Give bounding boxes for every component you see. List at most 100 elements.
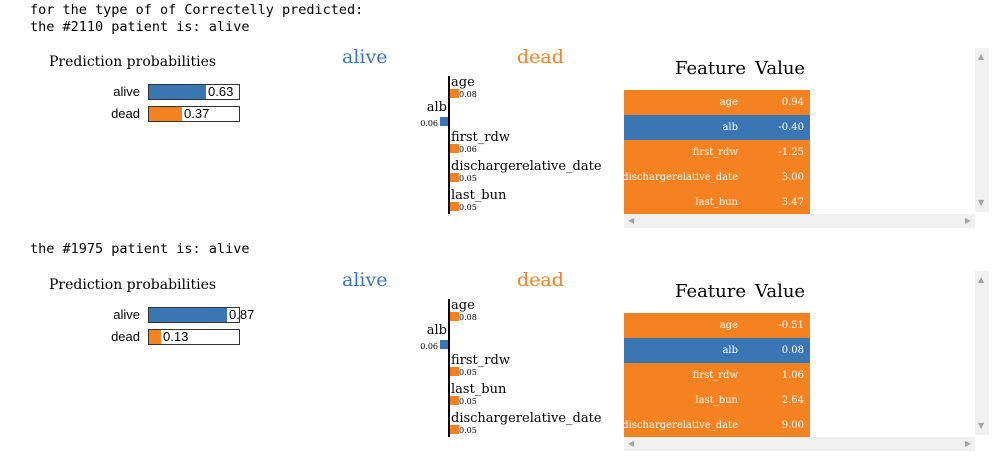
table-row: last_bun 2.64 [624, 388, 810, 413]
contribution-weight: 0.08 [459, 313, 477, 322]
contribution-feature-label: dischargerelative_date [451, 411, 602, 426]
contribution-feature-label: age [451, 298, 475, 313]
probability-value: 0.37 [184, 106, 210, 121]
probability-label: alive [113, 307, 140, 322]
contribution-bar [450, 367, 459, 376]
patient-heading-1: the #2110 patient is: alive [30, 19, 250, 35]
contribution-weight: 0.05 [459, 368, 477, 377]
feature-value-table[interactable]: Feature Value age -0.51 alb 0.08 first_rdw 1.06… [622, 271, 989, 451]
table-header-feature: Feature [675, 58, 746, 79]
probability-value: 0.13 [163, 329, 189, 344]
table-cell-value: 1.06 [781, 370, 804, 381]
contribution-feature-label: alb [426, 100, 447, 115]
contribution-weight: 0.05 [459, 426, 477, 435]
probability-label: alive [113, 84, 140, 99]
probability-bar-fill [149, 308, 227, 322]
scroll-right-arrow-icon[interactable]: ▶ [964, 439, 971, 448]
contribution-bar [450, 89, 459, 98]
prediction-probabilities-title: Prediction probabilities [49, 54, 217, 70]
table-cell-value: 9.00 [781, 420, 804, 431]
table-row: first_rdw 1.06 [624, 363, 810, 388]
vertical-scrollbar[interactable]: ▲ ▼ [975, 48, 989, 212]
contribution-axis [448, 76, 450, 214]
scroll-left-arrow-icon[interactable]: ◀ [628, 216, 635, 225]
table-header-value: Value [755, 58, 806, 79]
table-cell-feature: first_rdw [692, 147, 738, 158]
table-cell-value: 0.08 [781, 345, 804, 356]
patient-heading-2: the #1975 patient is: alive [30, 241, 250, 257]
table-cell-value: 3.00 [781, 172, 804, 183]
table-cell-feature: last_bun [695, 197, 738, 208]
probability-bar-box: 0.13 [148, 329, 240, 345]
contribution-weight: 0.06 [420, 119, 438, 128]
contribution-bar [450, 144, 459, 153]
class-heading-alive: alive [342, 269, 388, 291]
scroll-right-arrow-icon[interactable]: ▶ [964, 216, 971, 225]
probability-bar-fill [149, 85, 206, 99]
probability-row: alive 0.87 [0, 307, 260, 323]
feature-value-table[interactable]: Feature Value age 0.94 alb -0.40 first_rdw -1.2… [622, 48, 989, 228]
table-row: dischargerelative_date 9.00 [622, 413, 810, 438]
intro-line: for the type of of Correctelly predicted… [30, 2, 364, 18]
scroll-down-arrow-icon[interactable]: ▼ [978, 198, 985, 207]
contribution-weight: 0.08 [459, 90, 477, 99]
table-cell-feature: first_rdw [692, 370, 738, 381]
table-cell-value: 0.94 [781, 97, 804, 108]
scroll-up-arrow-icon[interactable]: ▲ [978, 52, 985, 61]
contribution-weight: 0.06 [459, 145, 477, 154]
contribution-feature-label: age [451, 75, 475, 90]
contribution-weight: 0.05 [459, 203, 477, 212]
table-header-value: Value [755, 281, 806, 302]
table-cell-feature: age [719, 97, 738, 108]
lime-explanation-2: Prediction probabilities alive 0.87 dead 0.1… [0, 223, 1002, 451]
probability-bar-box: 0.37 [148, 106, 240, 122]
contribution-feature-label: last_bun [451, 382, 507, 397]
probability-label: dead [111, 106, 140, 121]
table-row: dischargerelative_date 3.00 [622, 165, 810, 190]
vertical-scrollbar[interactable]: ▲ ▼ [975, 271, 989, 435]
probability-row: alive 0.63 [0, 84, 260, 100]
probability-row: dead 0.13 [0, 329, 260, 345]
table-row: age 0.94 [624, 90, 810, 115]
contribution-bar [450, 425, 459, 434]
table-header-feature: Feature [675, 281, 746, 302]
table-cell-feature: last_bun [695, 395, 738, 406]
table-cell-feature: dischargerelative_date [622, 172, 738, 183]
class-heading-dead: dead [517, 46, 564, 68]
class-heading-alive: alive [342, 46, 388, 68]
contribution-bar [450, 202, 459, 211]
table-row: alb 0.08 [624, 338, 810, 363]
scroll-up-arrow-icon[interactable]: ▲ [978, 275, 985, 284]
table-cell-feature: age [719, 320, 738, 331]
table-cell-value: -1.25 [778, 147, 804, 158]
scroll-down-arrow-icon[interactable]: ▼ [978, 421, 985, 430]
probability-bar-fill [149, 330, 161, 344]
contribution-feature-label: first_rdw [451, 353, 510, 368]
table-row: first_rdw -1.25 [624, 140, 810, 165]
class-heading-dead: dead [517, 269, 564, 291]
contribution-bar [450, 312, 459, 321]
table-cell-feature: dischargerelative_date [622, 420, 738, 431]
probability-label: dead [111, 329, 140, 344]
table-row: alb -0.40 [624, 115, 810, 140]
contribution-weight: 0.06 [420, 342, 438, 351]
probability-bar-box: 0.63 [148, 84, 240, 100]
probability-row: dead 0.37 [0, 106, 260, 122]
horizontal-scrollbar[interactable]: ◀ ▶ [624, 214, 975, 228]
table-row: last_bun 3.47 [624, 190, 810, 215]
contribution-bar [450, 173, 459, 182]
contribution-feature-label: first_rdw [451, 130, 510, 145]
scroll-left-arrow-icon[interactable]: ◀ [628, 439, 635, 448]
probability-bar-box: 0.87 [148, 307, 254, 323]
contribution-feature-label: dischargerelative_date [451, 159, 602, 174]
contribution-weight: 0.05 [459, 174, 477, 183]
table-cell-value: 3.47 [781, 197, 804, 208]
table-row: age -0.51 [624, 313, 810, 338]
contribution-feature-label: alb [426, 323, 447, 338]
table-cell-feature: alb [722, 345, 738, 356]
table-cell-value: 2.64 [781, 395, 804, 406]
table-cell-feature: alb [722, 122, 738, 133]
probability-bar-fill [149, 107, 182, 121]
probability-value: 0.87 [229, 307, 255, 322]
horizontal-scrollbar[interactable]: ◀ ▶ [624, 437, 975, 451]
